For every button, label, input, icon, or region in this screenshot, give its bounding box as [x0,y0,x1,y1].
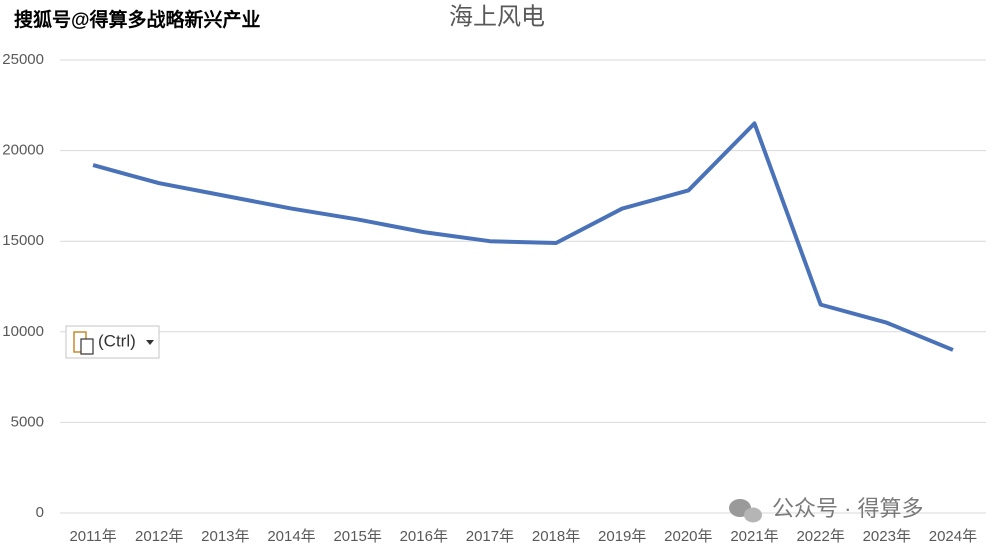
x-tick-label: 2013年 [201,528,249,545]
footer-watermark: 公众号 · 得算多 [729,496,924,523]
y-tick-label: 25000 [2,51,44,68]
x-tick-label: 2014年 [267,528,315,545]
x-tick-label: 2020年 [664,528,712,545]
x-tick-label: 2022年 [796,528,844,545]
x-tick-label: 2023年 [863,528,911,545]
x-tick-label: 2021年 [730,528,778,545]
line [92,121,954,352]
x-tick-label: 2019年 [598,528,646,545]
y-tick-label: 20000 [2,142,44,159]
y-tick-label: 15000 [2,232,44,249]
watermark: 搜狐号@得算多战略新兴产业 [14,8,261,31]
x-tick-label: 2017年 [466,528,514,545]
y-tick-label: 10000 [2,323,44,340]
wechat-icon [744,507,762,523]
paste-button[interactable]: (Ctrl) [65,325,160,359]
x-tick-label: 2024年 [929,528,977,545]
x-tick-label: 2012年 [135,528,183,545]
y-tick-label: 0 [36,504,44,521]
footer-watermark-text: 公众号 · 得算多 [772,496,924,521]
x-tick-label: 2011年 [69,528,116,545]
x-tick-label: 2015年 [333,528,381,545]
chart-title: 海上风电 [449,3,545,30]
x-tick-label: 2018年 [532,528,580,545]
y-tick-label: 5000 [11,413,44,430]
paste-label: (Ctrl) [98,331,136,350]
dropdown-arrow [146,340,154,345]
x-tick-label: 2016年 [400,528,448,545]
paste-icon [80,338,94,355]
